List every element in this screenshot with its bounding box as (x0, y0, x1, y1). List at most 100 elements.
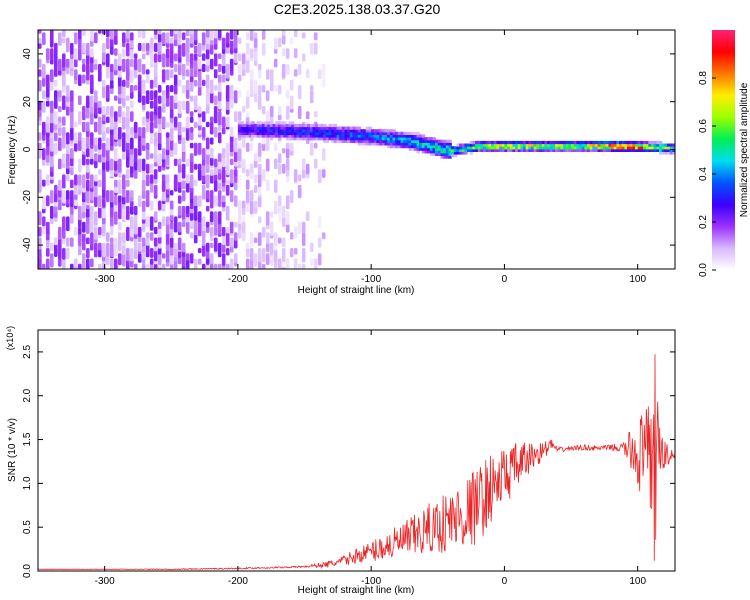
spectrogram-cell (285, 142, 290, 149)
spectrogram-cell (587, 143, 591, 147)
spectrogram-cell (237, 37, 242, 44)
spectrogram-cell (408, 134, 412, 138)
spectrogram-cell (46, 74, 50, 89)
spectrogram-cell (42, 63, 46, 79)
spectrogram-cell (106, 190, 110, 197)
spectrogram-cell (273, 179, 278, 193)
spectrogram-cell (549, 143, 553, 147)
spectrogram-cell (621, 146, 625, 150)
spectrogram-cell (371, 134, 375, 138)
spectrogram-cell (106, 63, 110, 79)
spectrogram-cell (66, 106, 70, 116)
spectrogram-cell (269, 129, 274, 133)
snr-y-tick-label: 2.0 (22, 388, 33, 402)
spectrogram-cell (264, 134, 268, 138)
spectrogram-cell (233, 195, 238, 207)
spectrogram-cell (667, 151, 671, 155)
spectrogram-cell (443, 155, 447, 159)
spectrogram-cell (240, 129, 244, 133)
spectrogram-cell (62, 258, 66, 269)
spectrogram-cell (173, 142, 178, 156)
spectrogram-cell (189, 158, 194, 173)
spectrogram-cell (432, 147, 436, 151)
spectrogram-cell (78, 263, 82, 269)
spectrogram-cell (293, 226, 298, 239)
spectrogram-cell (253, 32, 258, 39)
spectrogram-cell (149, 90, 154, 101)
spectrogram-cell (384, 139, 388, 143)
spectrogram-cell (613, 146, 617, 150)
spectrogram-cell (90, 74, 94, 89)
spectrogram-cell (137, 42, 142, 51)
spectrogram-cell (392, 129, 396, 133)
spectrogram-cell (245, 258, 250, 269)
spectrogram-cell (189, 174, 194, 189)
spectrogram-cell (293, 129, 298, 133)
spectrogram-cell (539, 143, 543, 147)
spectrogram-cell (90, 148, 94, 159)
spectrogram-cell (600, 146, 604, 150)
spectrogram-cell (102, 221, 106, 234)
spectrogram-cell (285, 106, 290, 120)
spectrogram-cell (512, 143, 516, 147)
spectrogram-cell (137, 242, 142, 252)
spectrogram-cell (126, 95, 130, 101)
spectrogram-cell (432, 152, 436, 156)
spectrogram-cell (217, 30, 222, 39)
spectrogram-cell (389, 137, 394, 141)
spectrogram-cell (94, 32, 98, 44)
spectrogram-cell (217, 63, 222, 73)
spectrogram-cell (130, 137, 134, 150)
spectrogram-cell (365, 131, 370, 135)
spectrogram-cell (205, 153, 210, 165)
spectrogram-cell (50, 242, 54, 252)
spectrogram-x-tick-label: -300 (95, 274, 115, 285)
spectrogram-cell (277, 129, 282, 133)
spectrogram-cell (293, 123, 298, 128)
spectrogram-cell (233, 30, 238, 40)
spectrogram-cell (371, 137, 375, 141)
spectrogram-cell (58, 58, 62, 71)
spectrogram-cell (181, 63, 186, 77)
spectrogram-cell (616, 140, 620, 145)
spectrogram-cell (245, 179, 250, 190)
spectrogram-cell (413, 131, 418, 135)
spectrogram-cell (477, 148, 482, 152)
spectrogram-cell (114, 30, 118, 37)
spectrogram-cell (122, 58, 126, 72)
spectrogram-cell (435, 142, 439, 146)
spectrogram-cell (233, 174, 238, 183)
spectrogram-cell (209, 42, 214, 55)
spectrogram-cell (251, 131, 255, 135)
spectrogram-cell (193, 58, 198, 71)
spectrogram-cell (149, 48, 154, 55)
spectrogram-cell (368, 134, 372, 138)
spectrogram-cell (403, 139, 407, 143)
spectrogram-cell (38, 58, 42, 68)
spectrogram-cell (333, 137, 338, 141)
spectrogram-cell (352, 131, 356, 135)
spectrogram-cell (661, 151, 665, 155)
spectrogram-cell (251, 123, 255, 128)
snr-x-tick-label: 100 (629, 576, 646, 587)
spectrogram-cell (205, 74, 210, 89)
spectrogram-cell (157, 106, 162, 119)
spectrogram-cell (405, 137, 410, 141)
spectrogram-cell (371, 131, 375, 135)
spectrogram-cell (201, 184, 206, 200)
spectrogram-cell (312, 129, 316, 133)
spectrogram-cell (411, 145, 415, 149)
spectrogram-cell (259, 123, 263, 128)
spectrogram-cell (285, 258, 290, 269)
spectrogram-cell (584, 143, 588, 147)
spectrogram-cell (291, 134, 295, 138)
spectrogram-cell (205, 205, 210, 212)
spectrogram-cell (66, 85, 70, 97)
spectrogram-cell (141, 53, 146, 60)
spectrogram-cell (237, 74, 242, 82)
spectrogram-cell (94, 90, 98, 103)
spectrogram-cell (240, 134, 244, 138)
spectrogram-cell (193, 69, 198, 78)
spectrogram-cell (74, 48, 78, 60)
spectrogram-cell (110, 237, 114, 244)
